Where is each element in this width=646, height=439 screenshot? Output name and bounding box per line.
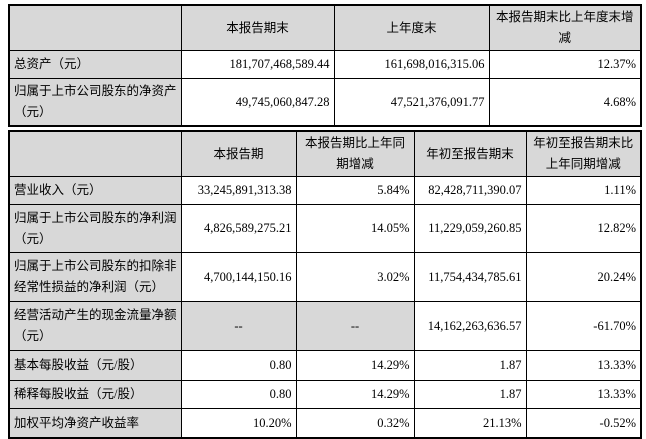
table2-col-header-period-change: 本报告期比上年同期增减 — [295, 130, 415, 177]
cell-value: 4.68% — [488, 78, 642, 127]
row-label-net-profit: 归属于上市公司股东的净利润（元） — [8, 204, 182, 253]
table-row: 归属于上市公司股东的净利润（元） 4,826,589,275.21 14.05%… — [8, 204, 642, 253]
cell-value: 11,229,059,260.85 — [413, 204, 527, 253]
table1-col-header-current-period-end: 本报告期末 — [180, 4, 335, 51]
cell-value-na: -- — [295, 301, 415, 351]
table-row: 营业收入（元） 33,245,891,313.38 5.84% 82,428,7… — [8, 176, 642, 205]
table-row: 归属于上市公司股东的扣除非经常性损益的净利润（元） 4,700,144,150.… — [8, 252, 642, 302]
row-label-net-assets: 归属于上市公司股东的净资产（元） — [8, 78, 182, 127]
cell-value: 0.80 — [180, 350, 297, 381]
row-label-operating-cash-flow: 经营活动产生的现金流量净额（元） — [8, 301, 182, 351]
cell-value: 4,826,589,275.21 — [180, 204, 297, 253]
row-label-basic-eps: 基本每股收益（元/股） — [8, 350, 182, 381]
financial-summary-report: 本报告期末 上年度末 本报告期末比上年度末增减 总资产（元） 181,707,4… — [8, 4, 642, 439]
cell-value: 3.02% — [295, 252, 415, 302]
cell-value: 4,700,144,150.16 — [180, 252, 297, 302]
cell-value: 1.87 — [413, 350, 527, 381]
row-label-net-profit-excl-nonrecurring: 归属于上市公司股东的扣除非经常性损益的净利润（元） — [8, 252, 182, 302]
reporting-period-financials-table: 本报告期 本报告期比上年同期增减 年初至报告期末 年初至报告期末比上年同期增减 … — [8, 130, 642, 439]
cell-value: 49,745,060,847.28 — [180, 78, 335, 127]
cell-value-na: -- — [180, 301, 297, 351]
table1-col-header-prior-year-end: 上年度末 — [333, 4, 490, 51]
table-row: 归属于上市公司股东的净资产（元） 49,745,060,847.28 47,52… — [8, 78, 642, 127]
table1-header-row: 本报告期末 上年度末 本报告期末比上年度末增减 — [8, 4, 642, 51]
cell-value: 11,754,434,785.61 — [413, 252, 527, 302]
cell-value: 47,521,376,091.77 — [333, 78, 490, 127]
cell-value: 14.05% — [295, 204, 415, 253]
table1-col-header-change: 本报告期末比上年度末增减 — [488, 4, 642, 51]
cell-value: 181,707,468,589.44 — [180, 50, 335, 79]
cell-value: 1.11% — [525, 176, 642, 205]
row-label-operating-revenue: 营业收入（元） — [8, 176, 182, 205]
cell-value: 0.80 — [180, 380, 297, 409]
cell-value: 20.24% — [525, 252, 642, 302]
cell-value: 161,698,016,315.06 — [333, 50, 490, 79]
row-label-total-assets: 总资产（元） — [8, 50, 182, 79]
table2-col-header-ytd-change: 年初至报告期末比上年同期增减 — [525, 130, 642, 177]
cell-value: 14.29% — [295, 380, 415, 409]
table1-corner-cell — [8, 4, 182, 51]
cell-value: 14.29% — [295, 350, 415, 381]
cell-value: 82,428,711,390.07 — [413, 176, 527, 205]
table2-col-header-current-period: 本报告期 — [180, 130, 297, 177]
table2-header-row: 本报告期 本报告期比上年同期增减 年初至报告期末 年初至报告期末比上年同期增减 — [8, 130, 642, 177]
cell-value: 12.37% — [488, 50, 642, 79]
cell-value: 14,162,263,636.57 — [413, 301, 527, 351]
table-row: 经营活动产生的现金流量净额（元） -- -- 14,162,263,636.57… — [8, 301, 642, 351]
table-row: 稀释每股收益（元/股） 0.80 14.29% 1.87 13.33% — [8, 380, 642, 409]
cell-value: 33,245,891,313.38 — [180, 176, 297, 205]
table-row: 基本每股收益（元/股） 0.80 14.29% 1.87 13.33% — [8, 350, 642, 381]
row-label-diluted-eps: 稀释每股收益（元/股） — [8, 380, 182, 409]
cell-value: 1.87 — [413, 380, 527, 409]
table2-col-header-ytd: 年初至报告期末 — [413, 130, 527, 177]
cell-value: 12.82% — [525, 204, 642, 253]
cell-value: -61.70% — [525, 301, 642, 351]
period-end-financials-table: 本报告期末 上年度末 本报告期末比上年度末增减 总资产（元） 181,707,4… — [8, 4, 642, 127]
cell-value: 5.84% — [295, 176, 415, 205]
table2-corner-cell — [8, 130, 182, 177]
table-row: 总资产（元） 181,707,468,589.44 161,698,016,31… — [8, 50, 642, 79]
cell-value: 13.33% — [525, 380, 642, 409]
cell-value: 13.33% — [525, 350, 642, 381]
